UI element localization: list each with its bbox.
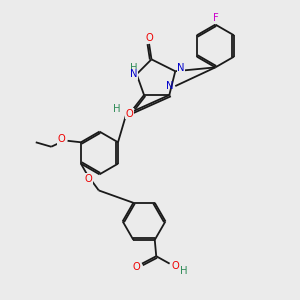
- Text: N: N: [166, 81, 174, 91]
- Text: F: F: [212, 13, 218, 23]
- Text: H: H: [130, 63, 137, 73]
- Text: H: H: [113, 104, 121, 114]
- Text: O: O: [145, 33, 153, 43]
- Text: N: N: [178, 63, 185, 73]
- Text: N: N: [130, 69, 137, 79]
- Text: O: O: [125, 109, 133, 119]
- Text: O: O: [132, 262, 140, 272]
- Text: H: H: [180, 266, 188, 276]
- Text: O: O: [171, 261, 179, 271]
- Text: O: O: [57, 134, 65, 144]
- Text: O: O: [85, 173, 92, 184]
